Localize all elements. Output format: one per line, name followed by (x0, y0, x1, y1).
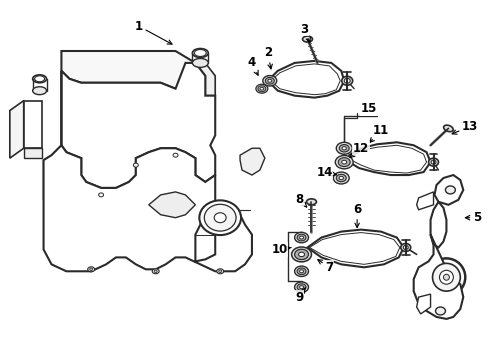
Ellipse shape (299, 236, 303, 239)
Ellipse shape (338, 158, 349, 167)
Ellipse shape (257, 86, 265, 92)
Ellipse shape (99, 193, 103, 197)
Polygon shape (240, 148, 264, 175)
Ellipse shape (265, 77, 274, 84)
Text: 10: 10 (271, 243, 291, 256)
Ellipse shape (218, 270, 221, 273)
Ellipse shape (173, 153, 178, 157)
Ellipse shape (35, 76, 44, 82)
Ellipse shape (154, 270, 157, 273)
Polygon shape (148, 192, 195, 218)
Polygon shape (267, 61, 344, 98)
Ellipse shape (338, 176, 343, 180)
Ellipse shape (306, 199, 316, 205)
Ellipse shape (333, 172, 348, 184)
Text: 6: 6 (352, 203, 361, 228)
Ellipse shape (443, 274, 448, 280)
Text: 11: 11 (369, 124, 388, 142)
Polygon shape (307, 230, 403, 267)
Polygon shape (24, 148, 41, 158)
Text: 8: 8 (295, 193, 306, 207)
Ellipse shape (445, 186, 454, 194)
Ellipse shape (336, 174, 346, 182)
Polygon shape (429, 202, 446, 247)
Ellipse shape (291, 247, 311, 262)
Text: 12: 12 (349, 142, 368, 157)
Polygon shape (61, 63, 215, 188)
Polygon shape (24, 100, 41, 148)
Ellipse shape (435, 307, 445, 315)
Polygon shape (185, 63, 215, 96)
Ellipse shape (427, 258, 464, 296)
Polygon shape (61, 51, 205, 96)
Polygon shape (416, 294, 429, 314)
Ellipse shape (33, 87, 46, 95)
Ellipse shape (267, 79, 271, 82)
Text: 2: 2 (263, 46, 272, 69)
Ellipse shape (439, 270, 452, 284)
Ellipse shape (294, 249, 308, 260)
Ellipse shape (260, 87, 263, 90)
Ellipse shape (341, 160, 346, 164)
Text: 13: 13 (451, 120, 477, 134)
Ellipse shape (297, 234, 305, 241)
Ellipse shape (400, 243, 410, 251)
Ellipse shape (33, 75, 46, 83)
Ellipse shape (430, 160, 435, 164)
Polygon shape (348, 142, 429, 175)
Text: 5: 5 (465, 211, 480, 224)
Ellipse shape (432, 264, 459, 291)
Ellipse shape (87, 267, 95, 272)
Polygon shape (10, 100, 24, 158)
Ellipse shape (133, 163, 138, 167)
Ellipse shape (216, 269, 223, 274)
Ellipse shape (294, 282, 308, 292)
Ellipse shape (341, 147, 346, 150)
Polygon shape (416, 192, 433, 210)
Text: 15: 15 (360, 102, 376, 115)
Ellipse shape (298, 252, 304, 257)
Ellipse shape (294, 266, 308, 276)
Ellipse shape (336, 142, 351, 154)
Text: 7: 7 (317, 260, 333, 274)
Ellipse shape (263, 76, 276, 86)
Ellipse shape (427, 158, 438, 166)
Ellipse shape (194, 50, 206, 57)
Ellipse shape (204, 204, 236, 231)
Polygon shape (43, 71, 61, 215)
Ellipse shape (297, 268, 305, 275)
Polygon shape (413, 235, 462, 319)
Ellipse shape (341, 76, 352, 85)
Ellipse shape (199, 201, 241, 235)
Text: 4: 4 (247, 57, 258, 75)
Ellipse shape (302, 36, 312, 42)
Ellipse shape (192, 58, 208, 67)
Ellipse shape (192, 49, 208, 58)
Polygon shape (434, 175, 462, 205)
Text: 3: 3 (300, 23, 310, 42)
Ellipse shape (299, 286, 303, 289)
Text: 14: 14 (316, 166, 336, 179)
Ellipse shape (89, 268, 93, 271)
Ellipse shape (403, 246, 407, 249)
Ellipse shape (214, 213, 225, 223)
Ellipse shape (294, 232, 308, 243)
Ellipse shape (152, 269, 159, 274)
Text: 1: 1 (135, 20, 172, 44)
Ellipse shape (297, 284, 305, 291)
Ellipse shape (255, 84, 267, 93)
Polygon shape (43, 145, 251, 271)
Ellipse shape (299, 270, 303, 273)
Ellipse shape (335, 156, 352, 169)
Ellipse shape (344, 78, 349, 83)
Ellipse shape (443, 125, 452, 132)
Ellipse shape (339, 144, 348, 152)
Text: 9: 9 (295, 288, 305, 303)
